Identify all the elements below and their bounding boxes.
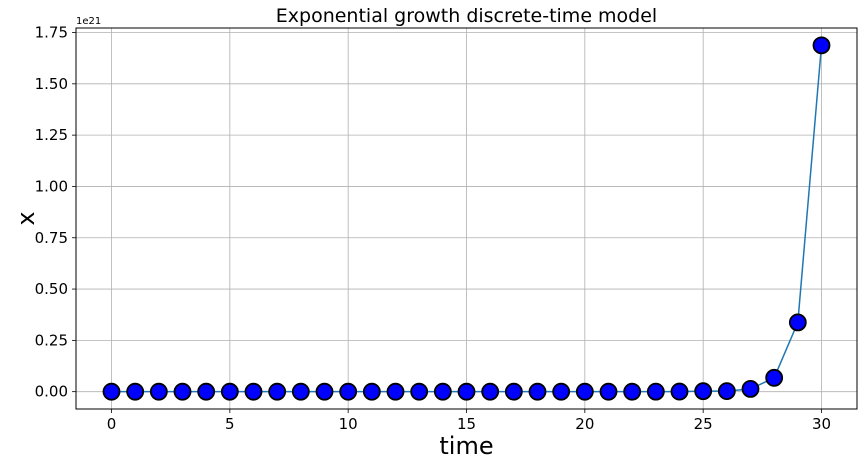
x-tick-label: 5 [225, 415, 235, 433]
data-point [433, 382, 452, 401]
data-point [694, 382, 713, 401]
y-tick-label: 0.25 [35, 331, 68, 349]
data-point [173, 382, 192, 401]
series-marker-layer [102, 36, 831, 401]
data-point [339, 382, 358, 401]
data-point [126, 382, 145, 401]
data-point [315, 382, 334, 401]
data-point [197, 382, 216, 401]
y-tick-label: 0.75 [35, 229, 68, 247]
data-point [765, 368, 784, 387]
data-point [670, 382, 689, 401]
data-point [552, 382, 571, 401]
x-axis-ticks: 0 5 10 15 20 25 30 [107, 409, 831, 433]
data-point [386, 382, 405, 401]
x-tick-label: 0 [107, 415, 117, 433]
data-point [788, 313, 807, 332]
y-tick-label: 0.00 [35, 383, 68, 401]
x-tick-label: 25 [694, 415, 713, 433]
data-point [504, 382, 523, 401]
data-point [623, 382, 642, 401]
data-point [362, 382, 381, 401]
y-tick-label: 1.75 [35, 24, 68, 42]
data-point [528, 382, 547, 401]
y-axis-offset-label: 1e21 [76, 16, 101, 27]
data-point [599, 382, 618, 401]
x-tick-label: 20 [575, 415, 594, 433]
data-point [646, 382, 665, 401]
x-tick-label: 30 [812, 415, 831, 433]
grid [76, 28, 857, 409]
data-point [268, 382, 287, 401]
data-point [812, 36, 831, 55]
y-tick-label: 1.50 [35, 75, 68, 93]
x-tick-label: 15 [457, 415, 476, 433]
data-point [149, 382, 168, 401]
y-tick-label: 1.00 [35, 177, 68, 195]
data-point [575, 382, 594, 401]
data-point [457, 382, 476, 401]
chart-title: Exponential growth discrete-time model [276, 5, 657, 27]
data-point [717, 382, 736, 401]
y-tick-label: 1.25 [35, 126, 68, 144]
data-point [741, 380, 760, 398]
data-point [481, 382, 500, 401]
data-point [244, 382, 263, 401]
x-tick-label: 10 [339, 415, 358, 433]
data-point [291, 382, 310, 401]
y-axis-title: x [12, 211, 40, 225]
data-point [220, 382, 239, 401]
x-axis-title: time [439, 432, 493, 460]
data-point [102, 382, 121, 401]
data-point [410, 382, 429, 401]
y-axis-ticks: 0.00 0.25 0.50 0.75 1.00 1.25 1.50 1.75 [35, 24, 76, 401]
y-tick-label: 0.50 [35, 280, 68, 298]
